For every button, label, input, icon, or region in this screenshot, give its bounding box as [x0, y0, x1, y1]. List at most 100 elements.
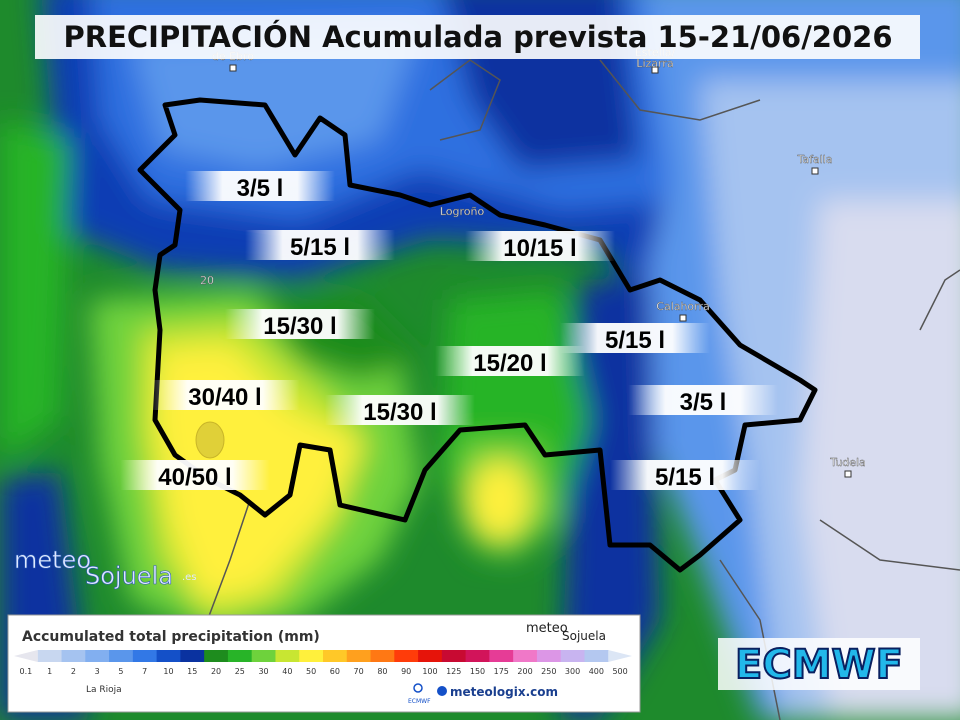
legend-tick-label: 125 [446, 667, 461, 676]
watermark: meteo Sojuela .es [14, 546, 197, 591]
la-rioja-boundary [137, 97, 818, 573]
town-marker [844, 470, 852, 478]
precipitation-label: 15/30 l [263, 313, 336, 340]
precipitation-label: 5/15 l [655, 464, 715, 491]
legend-swatch [560, 650, 585, 662]
label-background [185, 171, 335, 201]
label-background [225, 309, 375, 339]
legend-swatch [275, 650, 300, 662]
legend-swatch [513, 650, 538, 662]
town-label: 20 [200, 274, 214, 287]
legend-region: La Rioja [86, 685, 122, 695]
town-label: Logroño [440, 205, 485, 218]
label-background [150, 380, 300, 410]
legend-swatch [251, 650, 276, 662]
legend-tick-label: 30 [258, 667, 268, 676]
model-name: ECMWF [735, 642, 903, 688]
town-label: Calahorra [656, 300, 710, 313]
legend-tick-label: 15 [187, 667, 197, 676]
legend-swatch [536, 650, 562, 662]
legend: Accumulated total precipitation (mm) met… [7, 614, 641, 713]
town-label: Tafalla [796, 153, 832, 166]
legend-tick-label: 250 [541, 667, 556, 676]
legend-tick-label: 60 [330, 667, 340, 676]
watermark-sojuela: Sojuela [85, 562, 173, 590]
legend-site: meteologix.com [450, 685, 558, 699]
model-logo: ECMWF [718, 638, 920, 690]
legend-swatch [584, 650, 609, 662]
label-background [245, 230, 395, 260]
legend-tick-label: 25 [235, 667, 245, 676]
precipitation-label: 5/15 l [605, 327, 665, 354]
legend-tick-label: 1 [47, 667, 52, 676]
legend-swatch [14, 650, 38, 662]
legend-tick-label: 90 [401, 667, 411, 676]
precipitation-label: 15/20 l [473, 350, 546, 377]
legend-tick-label: 50 [306, 667, 316, 676]
legend-source: ECMWF [408, 698, 431, 705]
legend-swatch [608, 650, 632, 662]
legend-swatch [109, 650, 134, 662]
legend-swatch [299, 650, 324, 662]
legend-tick-label: 400 [589, 667, 604, 676]
legend-swatch [323, 650, 348, 662]
legend-tick-label: 80 [377, 667, 387, 676]
legend-tick-label: 0.1 [20, 667, 33, 676]
legend-swatch [85, 650, 110, 662]
title: PRECIPITACIÓN Acumulada prevista 15-21/0… [63, 20, 892, 54]
watermark-suffix: .es [182, 572, 197, 583]
precipitation-label: 3/5 l [680, 389, 727, 416]
legend-tick-label: 100 [422, 667, 437, 676]
title-box: PRECIPITACIÓN Acumulada prevista 15-21/0… [35, 15, 920, 59]
legend-swatch [465, 650, 490, 662]
town-marker [811, 167, 819, 175]
legend-tick-label: 40 [282, 667, 292, 676]
legend-tick-label: 70 [354, 667, 364, 676]
town-marker [651, 66, 659, 74]
legend-swatch [132, 650, 158, 662]
legend-swatch [418, 650, 443, 662]
legend-swatch [370, 650, 395, 662]
watermark-meteo: meteo [14, 546, 91, 574]
town-marker [229, 64, 237, 72]
legend-swatch [489, 650, 514, 662]
label-background [325, 395, 475, 425]
town-marker [679, 314, 687, 322]
precipitation-label: 10/15 l [503, 235, 576, 262]
precipitation-labels: 3/5 l 5/15 l 10/15 l 15/30 l 5/15 l 15/20 l 30… [120, 171, 778, 491]
label-background [435, 346, 585, 376]
legend-swatch [227, 650, 253, 662]
legend-tick-label: 10 [163, 667, 173, 676]
label-background [120, 460, 270, 490]
legend-brand-meteo: meteo [526, 621, 568, 636]
label-background [465, 231, 615, 261]
label-background [628, 385, 778, 415]
legend-swatch [346, 650, 372, 662]
legend-tick-label: 3 [95, 667, 100, 676]
town-label: Tudela [829, 456, 866, 469]
legend-swatch [61, 650, 86, 662]
legend-swatch [37, 650, 63, 662]
legend-tick-label: 500 [612, 667, 627, 676]
legend-swatch [180, 650, 205, 662]
precipitation-label: 15/30 l [363, 399, 436, 426]
legend-tick-label: 300 [565, 667, 580, 676]
precipitation-label: 3/5 l [237, 175, 284, 202]
legend-swatch [204, 650, 229, 662]
legend-tick-label: 200 [517, 667, 532, 676]
legend-title: Accumulated total precipitation (mm) [22, 629, 320, 645]
legend-tick-label: 150 [470, 667, 485, 676]
legend-tick-label: 7 [142, 667, 147, 676]
legend-tick-label: 175 [494, 667, 509, 676]
legend-swatch [441, 650, 467, 662]
legend-tick-label: 5 [118, 667, 123, 676]
precipitation-label: 5/15 l [290, 234, 350, 261]
legend-tick-label: 2 [71, 667, 76, 676]
legend-swatch [394, 650, 419, 662]
label-background [610, 460, 760, 490]
legend-swatch [156, 650, 181, 662]
legend-tick-label: 20 [211, 667, 221, 676]
precipitation-label: 30/40 l [188, 384, 261, 411]
